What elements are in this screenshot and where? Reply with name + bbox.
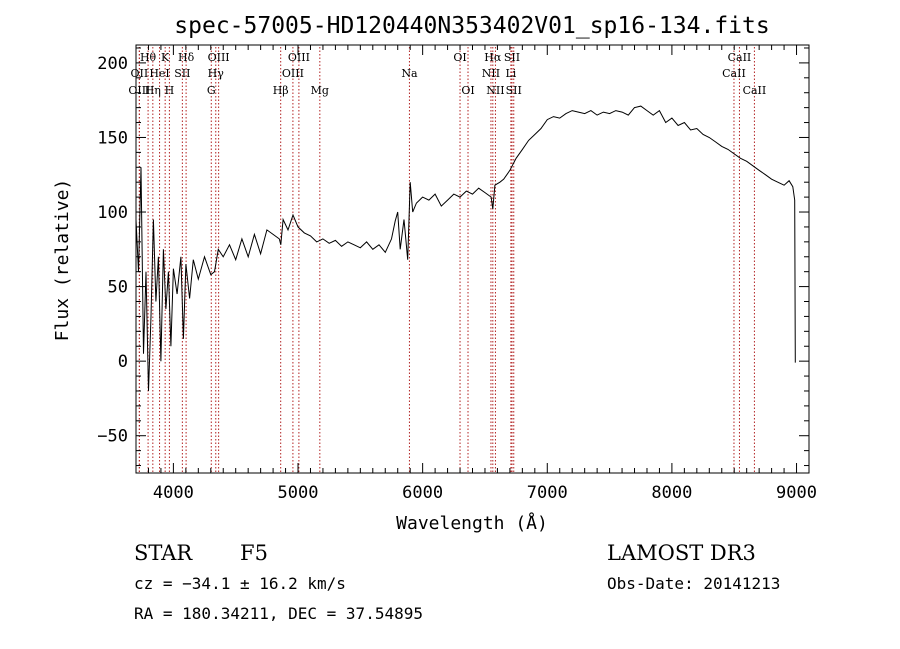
observation-date: Obs-Date: 20141213 [607,574,780,593]
x-tick-label: 5000 [278,483,319,503]
x-axis-ticks: 4000 5000 6000 7000 8000 9000 [135,45,817,503]
y-axis-ticks: −50 0 50 100 150 200 [97,47,809,467]
line-label-5: K [161,51,170,64]
coordinates-info: RA = 180.34211, DEC = 37.54895 [134,604,423,623]
object-subclass: F5 [240,541,268,565]
line-label-26: CaII [728,51,752,64]
x-tick-label: 9000 [776,483,817,503]
line-label-0: OII [131,67,149,80]
y-tick-label: 100 [97,203,128,223]
y-tick-label: 200 [97,54,128,74]
line-label-25: CaII [722,67,746,80]
line-label-12: Hβ [273,84,289,97]
line-label-27: CaII [743,84,767,97]
y-tick-label: −50 [97,427,128,447]
plot-frame [135,44,810,474]
redshift-info: cz = −34.1 ± 16.2 km/s [134,574,346,593]
x-tick-label: 4000 [153,483,194,503]
line-label-21: NII [486,84,504,97]
line-label-14: OIII [288,51,310,64]
x-axis-label: Wavelength (Å) [396,512,548,534]
emission-line-labels: OII OIII Hθ Hη HeI K H SII Hδ G Hγ OIII Hβ OIII OIII Mg… [128,51,766,97]
y-tick-label: 0 [118,352,128,372]
x-tick-label: 8000 [651,483,692,503]
survey-name: LAMOST DR3 [607,541,756,565]
y-tick-label: 50 [108,278,128,298]
line-label-13: OIII [282,67,304,80]
line-label-9: G [207,84,216,97]
line-label-4: HeI [149,67,169,80]
line-label-17: OI [453,51,466,64]
line-label-10: Hγ [208,67,225,80]
object-class: STAR [134,541,193,565]
chart-title: spec-57005-HD120440N353402V01_sp16-134.f… [174,13,769,39]
line-label-8: Hδ [178,51,195,64]
line-label-7: SII [174,67,190,80]
line-label-20: Hα [484,51,502,64]
line-label-15: Mg [311,84,329,97]
y-tick-label: 150 [97,128,128,148]
line-label-19: NII [482,67,500,80]
line-label-24: SII [506,84,522,97]
x-tick-label: 7000 [527,483,568,503]
line-label-11: OIII [208,51,230,64]
x-tick-label: 6000 [402,483,443,503]
spectrum-series-flux [135,105,796,392]
line-label-2: Hθ [140,51,157,64]
line-label-3: Hη [145,84,161,97]
line-label-23: Li [505,67,516,80]
line-label-6: H [165,84,175,97]
line-label-18: OI [461,84,474,97]
line-label-22: SII [504,51,520,64]
y-axis-label: Flux (relative) [52,179,73,342]
emission-line-markers [138,47,755,473]
line-label-1: OIII [128,84,150,97]
line-label-16: Na [401,67,418,80]
